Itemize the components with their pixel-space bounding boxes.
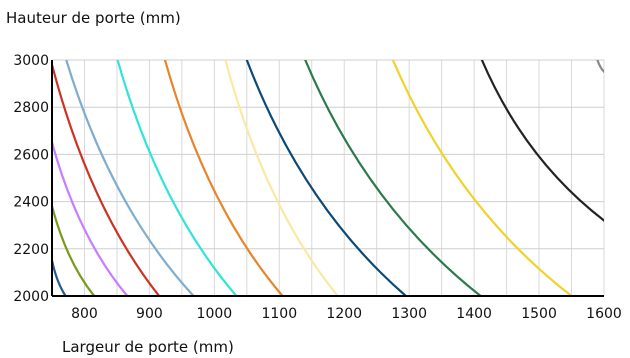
x-axis-title: Largeur de porte (mm) (62, 338, 234, 356)
y-tick-label: 2200 (13, 242, 49, 258)
x-tick-label: 800 (71, 306, 98, 322)
series-line-10 (304, 60, 482, 296)
series-line-5 (65, 60, 195, 296)
series-line-9 (245, 60, 408, 296)
y-tick-label: 2000 (13, 289, 49, 305)
y-axis-title: Hauteur de porte (mm) (6, 9, 181, 27)
series-line-13 (596, 60, 604, 73)
y-tick-label: 2400 (13, 195, 49, 211)
x-tick-label: 1100 (261, 306, 297, 322)
x-tick-label: 1200 (326, 306, 362, 322)
series-line-8 (224, 60, 339, 296)
x-tick-label: 1600 (586, 306, 622, 322)
y-tick-label: 2800 (13, 100, 49, 116)
x-tick-label: 1400 (456, 306, 492, 322)
y-tick-label: 3000 (13, 53, 49, 69)
series-line-7 (163, 60, 284, 296)
y-tick-labels: 2000 2200 2400 2600 2800 3000 (13, 53, 49, 305)
series-line-11 (391, 60, 573, 296)
gridlines (51, 59, 605, 297)
series-line-12 (480, 60, 604, 222)
y-tick-label: 2600 (13, 147, 49, 163)
series-line-2 (52, 205, 96, 296)
x-tick-label: 1000 (197, 306, 233, 322)
series-line-1 (52, 259, 67, 296)
axes (51, 60, 604, 297)
x-tick-label: 1500 (521, 306, 557, 322)
series-line-3 (52, 141, 129, 296)
series-line-6 (116, 60, 238, 296)
x-tick-labels: 800 900 1000 1100 1200 1300 1400 1500 1600 (71, 306, 622, 322)
series-line-4 (52, 63, 161, 296)
x-tick-label: 900 (136, 306, 163, 322)
x-tick-label: 1300 (391, 306, 427, 322)
series-lines (52, 60, 604, 296)
